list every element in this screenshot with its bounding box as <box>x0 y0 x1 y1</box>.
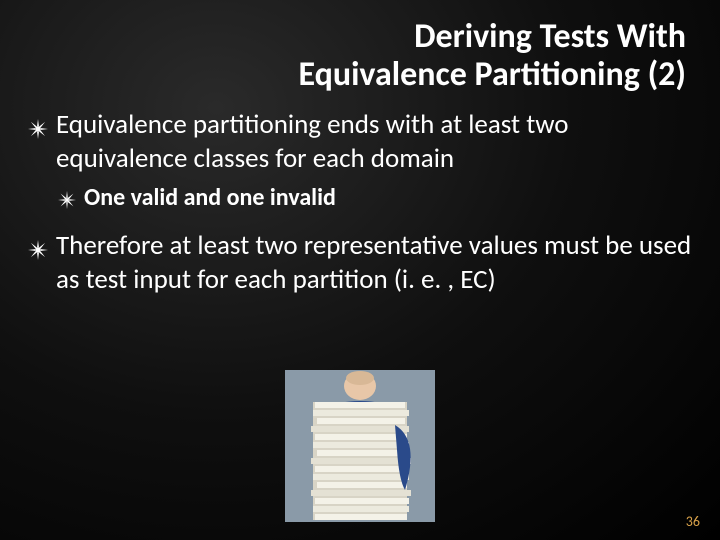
slide-title: Deriving Tests With Equivalence Partitio… <box>28 18 692 94</box>
bullet-level1: Equivalence partitioning ends with at le… <box>28 108 692 176</box>
illustration-paper-stack <box>285 370 435 522</box>
bullet-level1: Therefore at least two representative va… <box>28 229 692 297</box>
title-line-2: Equivalence Partitioning (2) <box>299 54 687 95</box>
starburst-icon <box>28 114 48 148</box>
bullet-text: One valid and one invalid <box>84 182 692 213</box>
slide: Deriving Tests With Equivalence Partitio… <box>0 0 720 540</box>
title-line-1: Deriving Tests With <box>414 16 686 57</box>
bullet-text: Therefore at least two representative va… <box>56 229 692 297</box>
page-number: 36 <box>686 513 700 530</box>
starburst-icon <box>58 186 76 217</box>
bullet-text: Equivalence partitioning ends with at le… <box>56 108 692 176</box>
bullet-level2: One valid and one invalid <box>58 182 692 217</box>
starburst-icon <box>28 235 48 269</box>
